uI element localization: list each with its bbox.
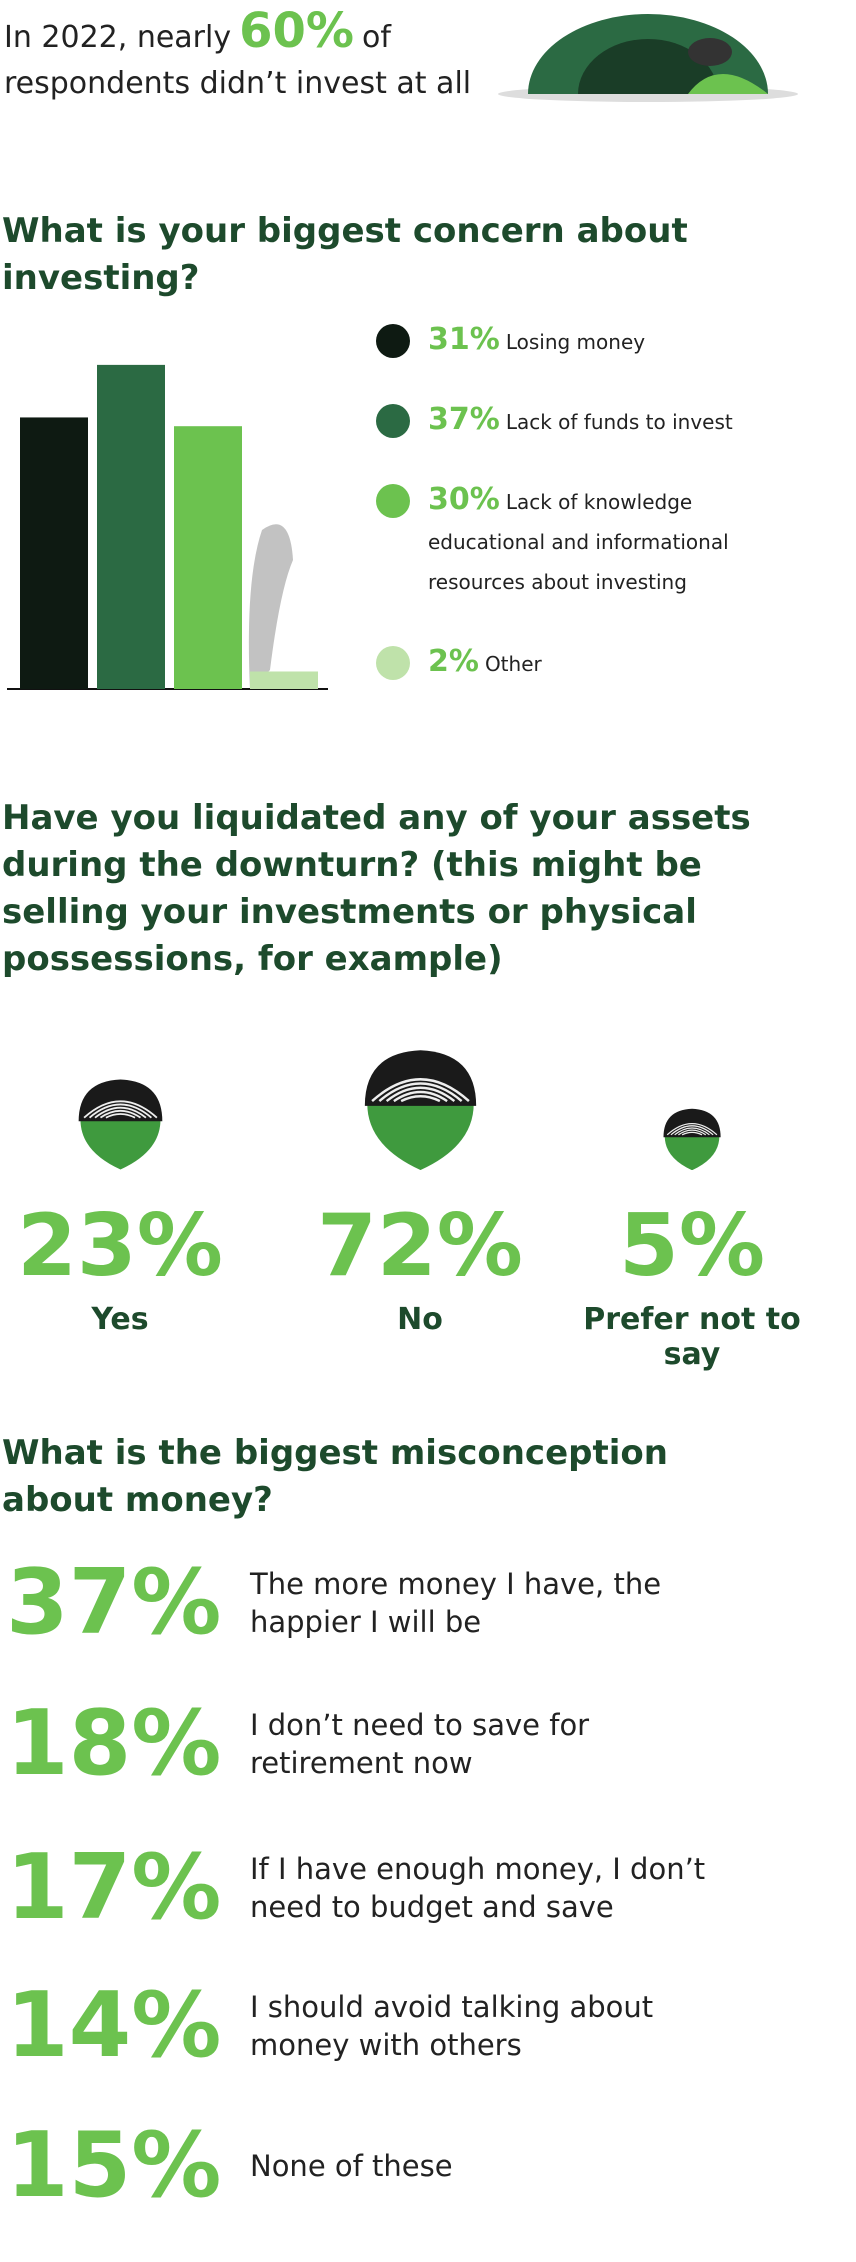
acorn-body	[366, 1103, 474, 1170]
legend-text: 31% Losing money	[428, 320, 776, 362]
cap-stripe	[674, 1127, 710, 1136]
cap-stripe	[666, 1122, 718, 1136]
chart-title: What is your biggest concern about inves…	[2, 211, 688, 298]
cap-stripe	[385, 1086, 455, 1102]
cap-stripe	[83, 1100, 157, 1119]
intro: In 2022, nearly 60% of respondents didn’t …	[4, 7, 472, 107]
misconception-value: 37%	[6, 1550, 222, 1655]
intro-tail: of	[362, 20, 391, 55]
cap-stripe	[392, 1090, 448, 1103]
legend-value: 31%	[428, 322, 500, 357]
hill-inner	[578, 39, 718, 94]
legend-text: 2% Other	[428, 642, 776, 684]
legend-value: 37%	[428, 402, 500, 437]
acorn	[78, 1079, 162, 1170]
bar-chart	[7, 364, 328, 690]
cap-stripe	[400, 1094, 440, 1103]
bar	[97, 364, 165, 689]
legend-label: Other	[484, 652, 542, 676]
acorn	[663, 1108, 721, 1170]
cap-stripe	[88, 1104, 152, 1119]
result-answer: Prefer not to say	[583, 1302, 801, 1372]
legend-text: 37% Lack of funds to invest	[428, 400, 776, 442]
cap-stripe	[677, 1129, 707, 1136]
legend-value: 30%	[428, 482, 500, 517]
question: Have you liquidated any of your assets d…	[2, 798, 751, 979]
legend-swatch	[376, 324, 410, 358]
misconception-text: I don’t need to save for retirement now	[250, 1708, 590, 1780]
result-value: 72%	[317, 1196, 523, 1296]
cap-stripe	[99, 1110, 141, 1119]
cap-stripe	[378, 1082, 462, 1102]
cap-stripe	[93, 1107, 147, 1119]
result-value: 5%	[618, 1196, 765, 1296]
intro-lead: In 2022, nearly	[4, 20, 232, 55]
legend-swatch	[376, 484, 410, 518]
legend-swatch	[376, 404, 410, 438]
cap-stripe	[105, 1113, 135, 1119]
mound	[688, 74, 768, 94]
legend-text: 30% Lack of knowledge educational and inf…	[428, 480, 776, 602]
acorn-body	[79, 1119, 161, 1170]
squirrel	[248, 524, 293, 690]
legend-item: 37% Lack of funds to invest	[376, 400, 776, 442]
misconception-value: 15%	[6, 2113, 222, 2218]
misconception-value: 14%	[6, 1973, 222, 2078]
result: 72% No	[290, 1196, 550, 1337]
cap-stripe	[670, 1124, 714, 1136]
misconception-text: If I have enough money, I don’t need to …	[250, 1852, 706, 1924]
legend-item: 30% Lack of knowledge educational and inf…	[376, 480, 776, 602]
legend-label: Lack of knowledge educational and inform…	[428, 490, 729, 594]
legend-label: Lack of funds to invest	[505, 410, 733, 434]
misconception-text: None of these	[250, 2149, 453, 2183]
misconception-value: 18%	[6, 1691, 222, 1796]
question: What is the biggest misconception about …	[2, 1433, 668, 1520]
result-answer: Yes	[91, 1302, 149, 1337]
bar	[20, 417, 88, 689]
legend-item: 31% Losing money	[376, 320, 776, 362]
bar	[250, 671, 318, 689]
intro-highlight: 60%	[239, 3, 354, 59]
acorn-body	[664, 1135, 720, 1170]
acorn	[364, 1050, 476, 1170]
result-answer: No	[397, 1302, 443, 1337]
rock	[688, 38, 732, 66]
hill-illustration	[498, 14, 798, 102]
misconception-text: I should avoid talking about money with …	[250, 1990, 654, 2062]
misconception-text: The more money I have, the happier I wil…	[250, 1567, 662, 1639]
legend-item: 2% Other	[376, 642, 776, 684]
cap-stripe	[681, 1131, 703, 1136]
result: 23% Yes	[0, 1196, 250, 1337]
legend-label: Losing money	[505, 330, 646, 354]
legend-swatch	[376, 646, 410, 680]
result: 5% Prefer not to say	[562, 1196, 822, 1372]
legend-value: 2%	[428, 644, 479, 679]
result-value: 23%	[17, 1196, 223, 1296]
intro-line: respondents didn’t invest at all	[4, 66, 472, 101]
cap-stripe	[370, 1078, 470, 1102]
bar	[174, 426, 242, 689]
misconception-value: 17%	[6, 1835, 222, 1940]
